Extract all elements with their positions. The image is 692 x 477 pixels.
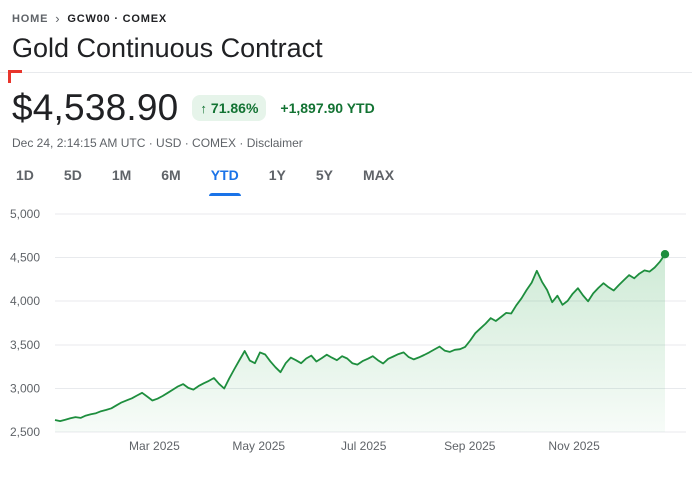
price-area-fill — [55, 254, 665, 432]
price-row: $4,538.90 ↑ 71.86% +1,897.90 YTD — [12, 87, 680, 129]
y-axis-tick-label: 3,500 — [10, 338, 40, 352]
price-chart-container: 2,500 3,000 3,500 4,000 4,500 5,000 Mar 2025 Ma… — [0, 200, 692, 462]
x-axis-tick-label: Sep 2025 — [444, 439, 496, 453]
y-axis-tick-label: 5,000 — [10, 207, 40, 221]
change-percent-badge: ↑ 71.86% — [192, 95, 267, 121]
tab-1y[interactable]: 1Y — [267, 162, 288, 196]
x-axis-tick-label: Nov 2025 — [548, 439, 600, 453]
tab-max[interactable]: MAX — [361, 162, 396, 196]
price-chart[interactable]: 2,500 3,000 3,500 4,000 4,500 5,000 Mar 2025 Ma… — [0, 200, 692, 462]
breadcrumb-home-link[interactable]: HOME — [12, 13, 49, 25]
change-absolute-ytd: +1,897.90 YTD — [280, 100, 375, 116]
y-axis-tick-label: 4,500 — [10, 251, 40, 265]
quote-meta: Dec 24, 2:14:15 AM UTC · USD · COMEX · D… — [12, 136, 680, 150]
current-price: $4,538.90 — [12, 87, 179, 128]
quote-section: $4,538.90 ↑ 71.86% +1,897.90 YTD Dec 24,… — [0, 73, 692, 150]
tab-6m[interactable]: 6M — [159, 162, 182, 196]
change-percent-value: 71.86% — [210, 100, 259, 116]
x-axis-tick-label: Mar 2025 — [129, 439, 180, 453]
tab-5d[interactable]: 5D — [62, 162, 84, 196]
tab-5y[interactable]: 5Y — [314, 162, 335, 196]
price-line — [54, 253, 666, 422]
range-tab-bar: 1D 5D 1M 6M YTD 1Y 5Y MAX — [14, 162, 692, 196]
x-axis-tick-label: May 2025 — [232, 439, 285, 453]
tab-1d[interactable]: 1D — [14, 162, 36, 196]
breadcrumb-symbol: GCW00 · COMEX — [67, 13, 167, 25]
disclaimer-link[interactable]: Disclaimer — [246, 136, 303, 150]
page-title: Gold Continuous Contract — [12, 33, 323, 63]
up-arrow-icon: ↑ — [200, 100, 207, 116]
y-axis-tick-label: 3,000 — [10, 381, 40, 395]
page-header: HOME › GCW00 · COMEX Gold Continuous Con… — [0, 0, 692, 73]
breadcrumb-chevron-icon: › — [55, 11, 61, 26]
last-price-dot — [660, 250, 670, 259]
timestamp-currency-exchange-text: Dec 24, 2:14:15 AM UTC · USD · COMEX · — [12, 136, 244, 150]
x-axis-tick-label: Jul 2025 — [341, 439, 387, 453]
breadcrumb: HOME › GCW00 · COMEX — [12, 12, 680, 26]
tab-1m[interactable]: 1M — [110, 162, 133, 196]
y-axis-tick-label: 4,000 — [10, 294, 40, 308]
tab-ytd[interactable]: YTD — [208, 162, 241, 196]
annotation-corner-mark — [8, 70, 22, 83]
y-axis-tick-label: 2,500 — [10, 425, 40, 439]
